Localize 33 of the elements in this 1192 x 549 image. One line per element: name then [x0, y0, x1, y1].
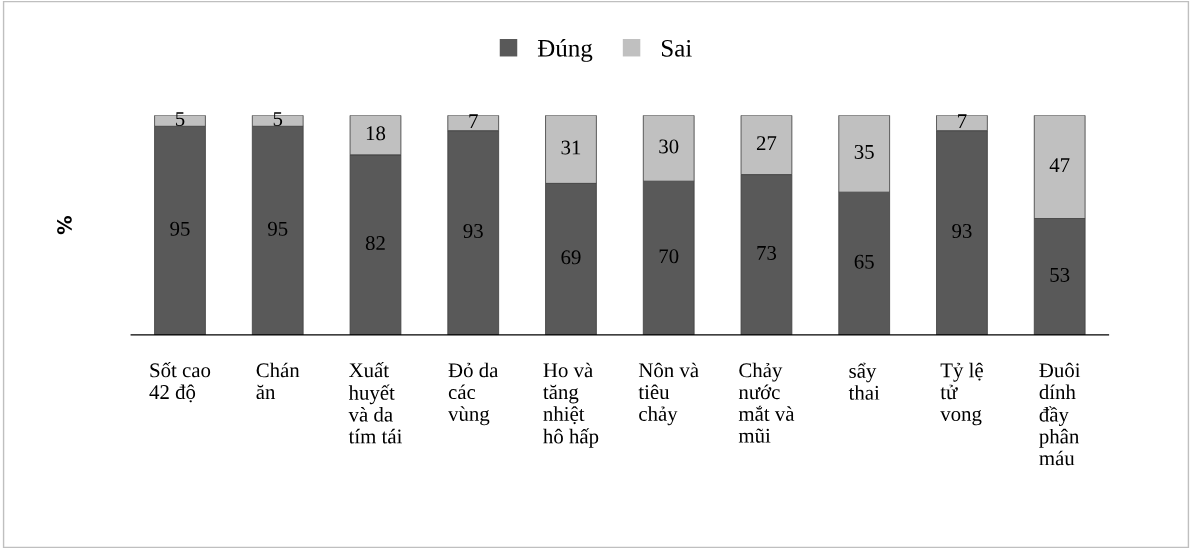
legend-label: Sai	[661, 39, 692, 57]
data-label: 30	[659, 139, 679, 154]
data-label: 73	[757, 245, 777, 260]
legend-label: Đúng	[537, 39, 593, 62]
x-tick-label: Tỷ lệ tử vong	[940, 362, 983, 426]
data-label: 95	[267, 221, 288, 236]
data-label: 27	[756, 136, 777, 150]
data-label: 35	[854, 144, 874, 159]
data-label: 18	[366, 126, 386, 141]
data-label: 53	[1050, 267, 1070, 282]
data-label: 93	[463, 223, 483, 238]
data-label: 65	[854, 254, 874, 269]
data-label: 93	[952, 223, 972, 238]
data-label: 7	[469, 114, 478, 128]
x-tick-label: Ho và tăng nhiệt hô hấp	[543, 362, 599, 448]
data-label: 95	[170, 221, 190, 236]
data-label: 70	[659, 249, 679, 264]
data-label: 7	[958, 114, 967, 128]
x-tick-label: Chảy nước mắt và mũi	[738, 362, 795, 443]
x-tick-label: Đuôi dính đầy phân máu	[1039, 362, 1081, 466]
x-tick-label: Nôn và tiêu chảy	[638, 362, 699, 426]
y-axis-title: %	[57, 215, 72, 235]
data-label: 69	[561, 250, 581, 265]
data-label: 5	[273, 112, 283, 126]
data-label: 82	[365, 236, 385, 251]
x-tick-label: Xuất huyết và da tím tái	[348, 362, 402, 444]
x-tick-label: Sốt cao 42 độ	[149, 362, 211, 403]
data-label: 5	[175, 112, 185, 126]
x-tick-label: sẩy thai	[848, 362, 880, 400]
x-tick-label: Đỏ da các vùng	[448, 362, 499, 426]
data-label: 31	[561, 140, 581, 155]
data-label: 47	[1049, 158, 1070, 172]
x-tick-label: Chán ăn	[256, 362, 300, 400]
